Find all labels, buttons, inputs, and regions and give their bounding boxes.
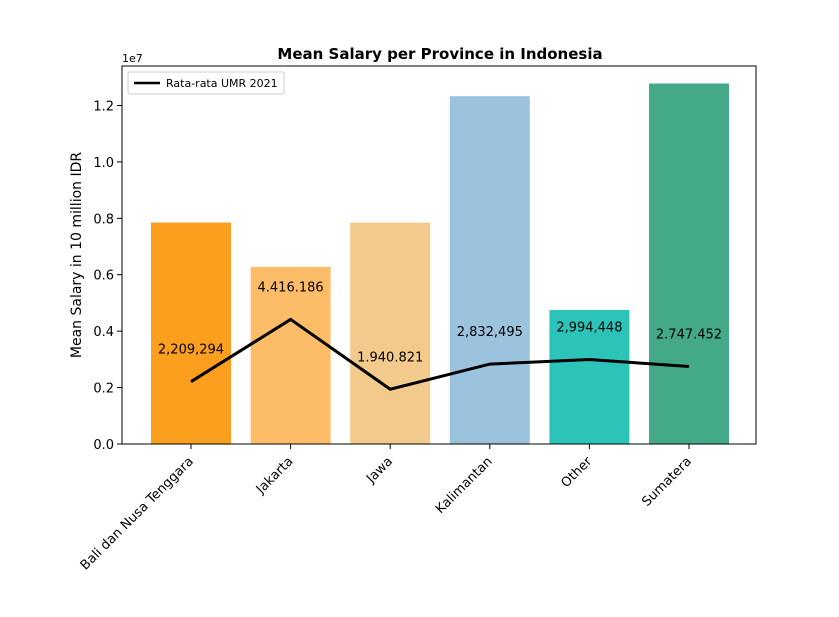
y-tick-label-2: 0.4: [93, 325, 114, 340]
x-tick-label-4: Other: [559, 454, 596, 491]
x-tick-label-1: Jakarta: [253, 454, 296, 497]
y-tick-label-4: 0.8: [93, 212, 114, 227]
y-tick-label-3: 0.6: [93, 269, 114, 284]
data-label-3: 2,832,495: [457, 325, 523, 340]
y-axis-ticks: 0.0 0.2 0.4 0.6 0.8 1.0 1.2: [93, 99, 122, 453]
data-labels-group: 2,209,294 4.416.186 1.940.821 2,832,495 2,99…: [158, 280, 722, 365]
data-label-1: 4.416.186: [258, 280, 324, 295]
x-tick-label-2: Jawa: [363, 454, 396, 487]
y-tick-label-1: 0.2: [93, 382, 114, 397]
y-tick-label-5: 1.0: [93, 156, 114, 171]
y-tick-label-0: 0.0: [93, 438, 114, 453]
bar-3: [450, 96, 530, 444]
x-tick-label-5: Sumatera: [639, 454, 695, 510]
y-axis-label: Mean Salary in 10 million IDR: [69, 152, 85, 358]
x-tick-label-3: Kalimantan: [433, 454, 496, 517]
x-tick-label-0: Bali dan Nusa Tenggara: [78, 454, 197, 573]
x-axis-ticks: Bali dan Nusa Tenggara Jakarta Jawa Kaliman…: [78, 444, 695, 573]
bar-5: [649, 83, 729, 444]
legend-entry-label: Rata-rata UMR 2021: [166, 77, 278, 90]
y-axis-offset-text: 1e7: [122, 52, 143, 65]
y-tick-label-6: 1.2: [93, 99, 114, 114]
legend: Rata-rata UMR 2021: [128, 72, 284, 94]
bar-2: [350, 223, 430, 444]
bar-0: [151, 223, 231, 444]
data-label-5: 2.747.452: [656, 327, 722, 342]
chart-title: Mean Salary per Province in Indonesia: [277, 45, 602, 63]
bars-group: [151, 83, 729, 444]
data-label-4: 2,994,448: [556, 321, 622, 336]
data-label-0: 2,209,294: [158, 343, 224, 358]
data-label-2: 1.940.821: [357, 350, 423, 365]
